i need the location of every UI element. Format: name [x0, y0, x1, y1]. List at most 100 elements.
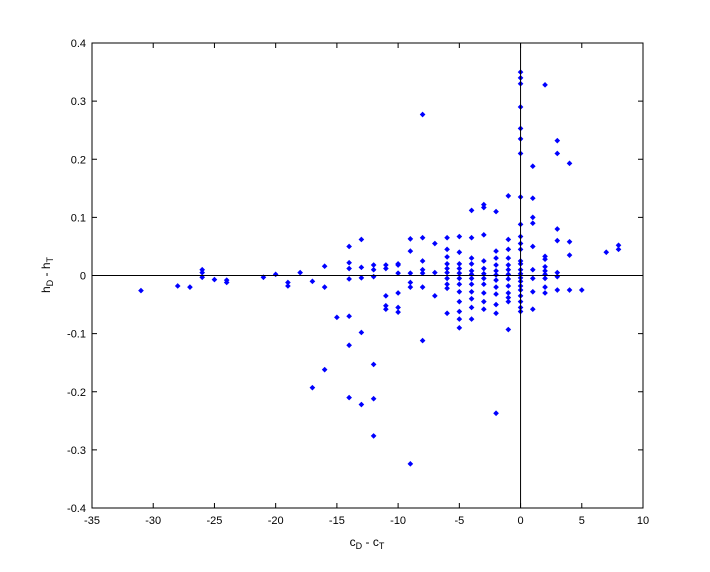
x-tick-label: -10 [390, 515, 406, 527]
data-point [432, 269, 438, 276]
data-point [456, 275, 463, 282]
data-point [480, 306, 487, 313]
data-point [468, 234, 475, 241]
data-point [529, 195, 536, 202]
data-point [444, 234, 450, 241]
data-point [505, 298, 512, 305]
data-point [493, 262, 499, 268]
y-label-base-1: h [39, 286, 53, 293]
data-point [554, 137, 561, 144]
y-tick-label: -0.2 [67, 387, 86, 399]
data-point [529, 288, 536, 295]
data-point [383, 293, 389, 299]
data-point [358, 264, 365, 271]
data-point [321, 263, 328, 270]
x-label-base-2: c [373, 535, 379, 549]
data-point [542, 275, 548, 282]
data-point [468, 281, 475, 288]
data-point [480, 204, 487, 211]
x-label-separator: - [362, 535, 373, 549]
data-point [419, 234, 426, 241]
data-point [456, 288, 463, 295]
data-point [321, 366, 328, 373]
data-point [358, 236, 365, 243]
data-point [444, 310, 450, 317]
data-point [468, 288, 475, 295]
data-point [493, 410, 499, 417]
data-point [493, 291, 499, 297]
data-point [566, 238, 573, 245]
data-point [444, 285, 450, 292]
data-point [346, 342, 352, 349]
data-point [419, 337, 426, 344]
data-point [529, 220, 536, 227]
y-axis-ticks: -0.4 -0.3 -0.2 -0.1 0 0.1 0.2 0.3 0.4 [67, 38, 643, 515]
y-label-base-2: h [39, 262, 53, 269]
data-point [493, 272, 499, 278]
data-point [615, 246, 622, 253]
data-point [480, 298, 487, 305]
data-point [468, 304, 475, 311]
x-tick-label: -20 [268, 515, 284, 527]
data-point [260, 274, 267, 281]
y-tick-label: 0.2 [71, 154, 86, 166]
data-point [480, 265, 487, 272]
data-point [138, 287, 144, 294]
data-point [395, 309, 401, 315]
data-point [370, 395, 377, 402]
data-point [383, 306, 389, 313]
y-label-separator: - [39, 269, 53, 280]
x-tick-label: -35 [84, 515, 100, 527]
data-point [480, 275, 487, 282]
data-point [603, 249, 610, 256]
data-point [309, 384, 316, 391]
data-point [505, 276, 512, 282]
data-point [456, 298, 463, 305]
data-point [578, 287, 585, 293]
data-point [542, 256, 548, 263]
data-point [468, 207, 475, 214]
data-point [505, 236, 512, 243]
data-point [223, 279, 230, 286]
data-point [468, 255, 475, 261]
y-tick-label: 0.1 [71, 212, 86, 224]
data-point [456, 249, 463, 256]
data-point [456, 281, 463, 288]
y-tick-label: 0 [80, 271, 86, 283]
data-point [505, 283, 512, 289]
y-label-sub-2: T [45, 256, 55, 262]
data-point [480, 281, 487, 288]
data-point [493, 310, 499, 317]
data-point [480, 290, 487, 296]
data-point [493, 277, 499, 283]
data-point [468, 316, 475, 322]
data-point [554, 287, 561, 293]
x-tick-label: 0 [517, 515, 523, 527]
data-point [346, 265, 352, 272]
data-point [554, 150, 561, 157]
data-point [211, 276, 218, 283]
data-point [407, 248, 414, 254]
data-point [529, 214, 536, 221]
data-point [285, 283, 291, 289]
data-point [529, 275, 536, 282]
data-point [321, 284, 328, 290]
data-point [346, 313, 352, 320]
data-point [407, 236, 414, 242]
data-point [456, 316, 463, 322]
data-point [529, 243, 536, 250]
y-tick-label: 0.3 [71, 96, 86, 108]
data-points [138, 69, 622, 467]
data-point [493, 208, 499, 215]
data-point [199, 274, 206, 281]
data-point [542, 82, 548, 88]
y-axis-label: hD - hT [39, 256, 55, 293]
data-point [456, 324, 463, 331]
data-point [358, 401, 365, 408]
x-label-sub-1: D [356, 541, 363, 551]
data-point [493, 284, 499, 290]
data-point [444, 269, 450, 276]
data-point [566, 252, 573, 258]
y-tick-label: 0.4 [71, 38, 86, 50]
